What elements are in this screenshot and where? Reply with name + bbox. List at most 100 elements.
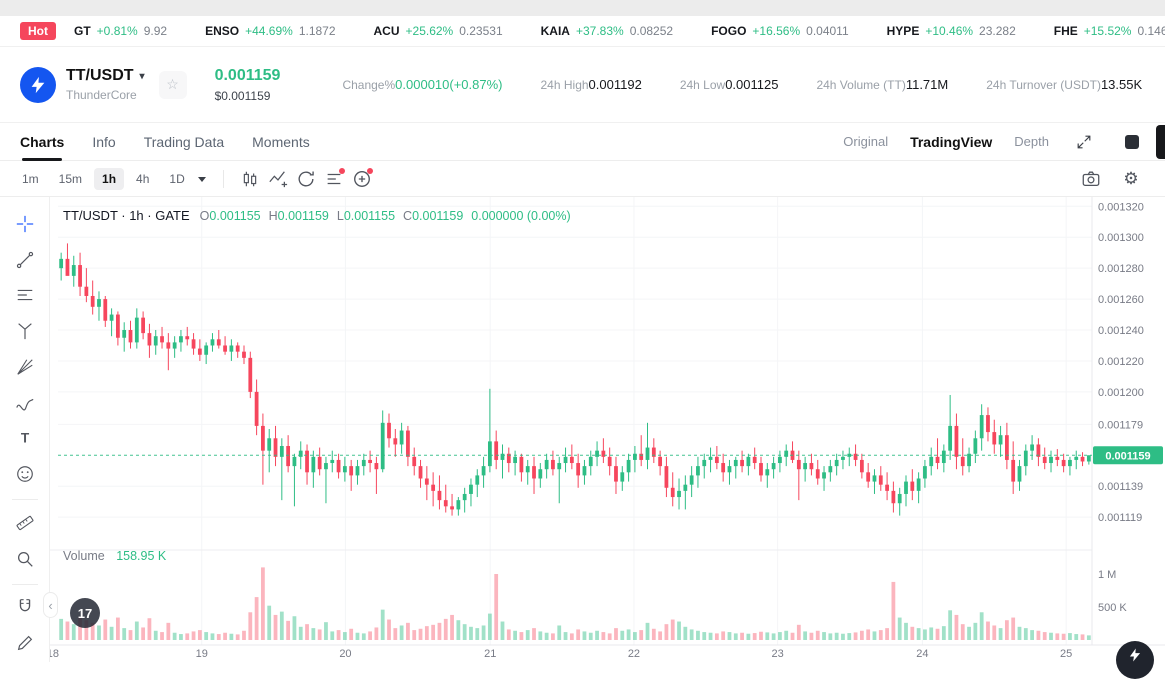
side-panel-handle[interactable] (1156, 125, 1165, 159)
ticker-price: 0.23531 (459, 24, 503, 38)
indicators-icon[interactable] (264, 165, 292, 193)
pitchfork-tool-icon[interactable] (8, 314, 42, 348)
curve-tool-icon[interactable] (8, 386, 42, 420)
time-axis-label: 22 (628, 648, 640, 660)
ticker-price: 23.282 (979, 24, 1016, 38)
pair-header: TT/USDT ▾ ThunderCore ☆ 0.001159 $0.0011… (0, 47, 1165, 122)
ticker-change: +0.81% (96, 24, 138, 38)
time-axis-label: 24 (916, 648, 928, 660)
magnet-tool-icon[interactable] (8, 591, 42, 625)
ticker-item[interactable]: FOGO +16.56% 0.04011 (711, 24, 849, 38)
ticker-item[interactable]: KAIA +37.83% 0.08252 (541, 24, 673, 38)
layout-square-icon[interactable] (1119, 129, 1145, 155)
legend-ohlc: O0.001155 H0.001159 L0.001155 C0.001159 0.00… (200, 209, 571, 223)
stat-value: 0.000010(+0.87%) (395, 76, 503, 92)
ticker-change: +37.83% (575, 24, 624, 38)
gann-fan-tool-icon[interactable] (8, 350, 42, 384)
drawing-toolbar: T (0, 197, 50, 662)
legend-key: L (336, 209, 344, 223)
legend-item: C0.001159 (403, 209, 463, 223)
last-price: 0.001159 (214, 66, 281, 84)
view-tab-original[interactable]: Original (843, 134, 889, 149)
interval-1m[interactable]: 1m (22, 171, 39, 186)
ticker-item[interactable]: FHE +15.52% 0.14662 (1054, 24, 1165, 38)
add-indicator-icon[interactable] (348, 165, 376, 193)
crosshair-tool-icon[interactable] (8, 207, 42, 241)
candle-style-icon[interactable] (236, 165, 264, 193)
legend-item: H0.001159 (269, 209, 329, 223)
templates-icon[interactable] (320, 165, 348, 193)
chevron-left-icon: ‹ (48, 597, 53, 613)
ticker-change: +16.56% (752, 24, 801, 38)
ticker-price: 9.92 (143, 24, 168, 38)
stat-value: 0.001125 (725, 76, 779, 92)
window-chrome-strip (0, 0, 1165, 16)
collapse-drawbar-button[interactable]: ‹ (43, 592, 58, 618)
hot-badge: Hot (20, 22, 56, 40)
legend-item: 0.000000 (0.00%) (471, 209, 570, 223)
legend-key: C (403, 209, 413, 223)
interval-dropdown-caret[interactable] (193, 165, 211, 193)
star-icon: ☆ (166, 76, 179, 92)
svg-text:T: T (20, 431, 29, 446)
trend-line-tool-icon[interactable] (8, 243, 42, 277)
price-chart-svg[interactable]: 18 19 20 21 22 23 24 25 0.001320 0.001300 0.001280… (47, 197, 1165, 662)
thundercore-logo-icon (20, 66, 56, 103)
text-tool-icon[interactable]: T (8, 422, 42, 456)
tradingview-logo: 17 (78, 606, 92, 621)
ticker-symbol: ENSO (205, 24, 240, 38)
ticker-item[interactable]: ENSO +44.69% 1.1872 (205, 24, 335, 38)
tab-info[interactable]: Info (92, 133, 116, 150)
ticker-item[interactable]: GT +0.81% 9.92 (74, 24, 167, 38)
pair-caret-down-icon: ▾ (139, 70, 145, 82)
refresh-icon[interactable] (292, 165, 320, 193)
time-axis-label: 18 (50, 648, 59, 660)
interval-buttons: 1m 15m 1h 4h 1D (14, 167, 193, 190)
current-price-tag: 0.001159 (1105, 450, 1150, 462)
chart-settings-gear-icon[interactable]: ⚙ (1123, 168, 1139, 188)
emoji-tool-icon[interactable] (8, 457, 42, 491)
legend-key: O (199, 209, 210, 223)
interval-1h[interactable]: 1h (94, 167, 125, 190)
tabs-right: Original TradingView Depth (843, 129, 1145, 155)
draw-pencil-tool-icon[interactable] (8, 626, 42, 660)
tab-moments[interactable]: Moments (252, 133, 310, 150)
ticker-price: 0.04011 (806, 24, 849, 38)
interval-15m[interactable]: 15m (58, 171, 83, 186)
stat-label: 24h Low (679, 77, 726, 92)
ticker-item[interactable]: HYPE +10.46% 23.282 (887, 24, 1016, 38)
screenshot-camera-icon[interactable] (1077, 165, 1105, 193)
legend-value: 0.000000 (0.00%) (471, 209, 571, 223)
zoom-tool-icon[interactable] (8, 542, 42, 576)
volume-legend: Volume 158.95 K (63, 549, 166, 563)
ticker-change: +44.69% (245, 24, 293, 38)
tab-charts[interactable]: Charts (20, 123, 64, 161)
legend-value: 0.001159 (412, 209, 464, 223)
fullscreen-expand-icon[interactable] (1071, 129, 1097, 155)
quick-action-button[interactable] (1116, 641, 1154, 679)
ticker-price: 1.1872 (298, 24, 336, 38)
horizontal-lines-tool-icon[interactable] (8, 279, 42, 313)
price-axis-label: 0.001260 (1098, 294, 1144, 306)
tab-trading-data[interactable]: Trading Data (143, 133, 225, 150)
time-axis-label: 19 (196, 648, 208, 660)
time-axis-label: 25 (1060, 648, 1072, 660)
legend-value: 0.001155 (343, 209, 396, 223)
chart-canvas[interactable]: 18 19 20 21 22 23 24 25 0.001320 0.001300 0.001280… (47, 197, 1165, 662)
chart-legend: TT/USDT · 1h · GATE O0.001155 H0.001159 L0… (63, 208, 571, 223)
ticker-item[interactable]: ACU +25.62% 0.23531 (374, 24, 503, 38)
pair-selector[interactable]: TT/USDT ▾ (66, 67, 145, 85)
price-axis-label: 0.001179 (1098, 419, 1143, 431)
ruler-tool-icon[interactable] (8, 506, 42, 540)
view-tab-tradingview[interactable]: TradingView (910, 133, 993, 150)
ticker-change: +10.46% (925, 24, 974, 38)
price-axis-label: 0.001220 (1098, 356, 1144, 368)
view-tab-depth[interactable]: Depth (1014, 134, 1049, 149)
favorite-star-button[interactable]: ☆ (158, 70, 187, 99)
interval-1d[interactable]: 1D (169, 171, 185, 186)
price-axis-label: 0.001119 (1098, 512, 1142, 524)
usd-price: $0.001159 (214, 88, 271, 103)
stat-label: Change% (342, 77, 396, 92)
interval-4h[interactable]: 4h (136, 171, 150, 186)
price-axis-label: 0.001280 (1098, 263, 1144, 275)
